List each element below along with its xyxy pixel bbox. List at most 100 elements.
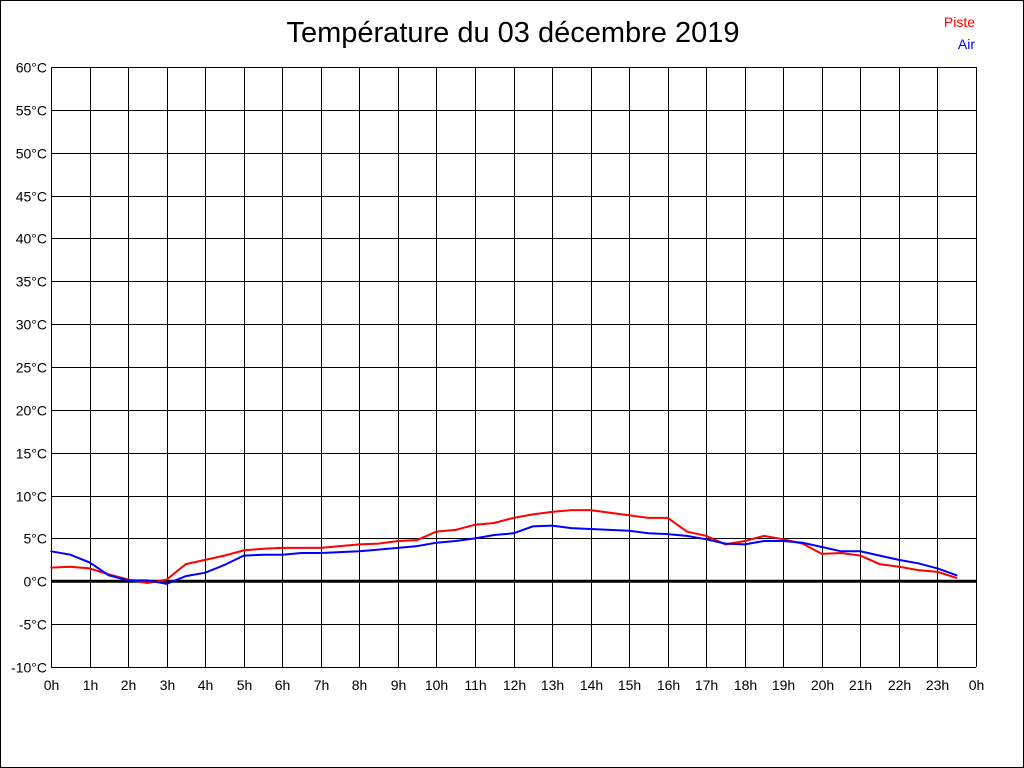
data-point-air — [69, 553, 72, 556]
data-point-air — [262, 553, 264, 556]
x-tick-label: 6h — [275, 677, 291, 693]
data-point-piste — [859, 554, 862, 557]
data-point-air — [782, 540, 785, 542]
data-point-air — [474, 537, 476, 540]
data-point-air — [686, 535, 688, 537]
data-point-piste — [69, 565, 72, 568]
y-tick-label: 10°C — [16, 489, 47, 505]
y-tick-label: -10°C — [11, 660, 47, 676]
data-point-air — [493, 534, 496, 536]
y-tick-label: 45°C — [16, 189, 47, 205]
data-point-air — [88, 561, 91, 564]
data-point-air — [108, 574, 110, 577]
data-point-piste — [358, 543, 361, 546]
data-point-air — [319, 552, 322, 554]
data-point-air — [454, 540, 457, 542]
data-point-piste — [281, 547, 284, 549]
data-point-air — [339, 551, 341, 553]
x-tick-label: 0h — [969, 677, 985, 693]
legend-air: Air — [957, 36, 975, 52]
data-point-air — [609, 529, 611, 531]
data-point-piste — [377, 542, 380, 545]
data-point-air — [840, 550, 842, 553]
data-point-air — [705, 538, 708, 541]
data-point-piste — [493, 522, 496, 524]
x-tick-label: 20h — [811, 677, 834, 693]
x-tick-label: 16h — [657, 677, 680, 693]
x-tick-label: 9h — [391, 677, 407, 693]
data-point-air — [936, 567, 939, 570]
y-tick-label: 35°C — [16, 274, 47, 290]
chart-title: Température du 03 décembre 2019 — [286, 17, 740, 49]
x-tick-label: 18h — [734, 677, 757, 693]
data-point-air — [185, 575, 187, 577]
x-tick-label: 7h — [314, 677, 330, 693]
y-tick-label: 60°C — [16, 60, 47, 76]
x-tick-label: 11h — [464, 677, 486, 693]
data-point-air — [647, 532, 650, 535]
data-point-air — [204, 571, 206, 574]
data-point-piste — [435, 530, 438, 533]
data-point-air — [666, 533, 669, 535]
data-point-piste — [955, 577, 958, 579]
data-point-piste — [917, 569, 919, 571]
x-tick-label: 13h — [541, 677, 564, 693]
data-point-piste — [840, 552, 842, 554]
data-point-piste — [782, 538, 785, 541]
data-point-piste — [666, 517, 669, 519]
x-tick-label: 21h — [849, 677, 872, 693]
data-point-air — [512, 532, 515, 535]
data-point-piste — [705, 535, 708, 537]
x-tick-label: 2h — [121, 677, 137, 693]
data-point-piste — [300, 547, 303, 549]
data-point-piste — [50, 566, 52, 569]
data-point-piste — [454, 529, 457, 531]
x-tick-label: 0h — [44, 677, 60, 693]
series-line-piste — [50, 509, 957, 585]
data-point-air — [358, 550, 361, 553]
data-point-air — [955, 574, 958, 577]
y-tick-label: 15°C — [16, 446, 47, 462]
x-tick-label: 5h — [237, 677, 253, 693]
data-point-piste — [551, 511, 553, 513]
y-tick-label: 55°C — [16, 103, 47, 119]
data-point-air — [763, 540, 765, 542]
data-point-air — [50, 550, 52, 553]
x-tick-label: 17h — [695, 677, 718, 693]
data-point-air — [859, 550, 862, 553]
y-tick-label: 5°C — [24, 531, 48, 547]
data-point-air — [416, 545, 418, 547]
data-point-piste — [878, 563, 881, 565]
x-tick-label: 19h — [772, 677, 795, 693]
data-point-air — [242, 554, 245, 557]
data-point-air — [917, 562, 919, 565]
y-tick-label: 25°C — [16, 360, 47, 376]
data-point-piste — [339, 545, 341, 547]
data-point-piste — [185, 563, 187, 565]
x-tick-label: 10h — [425, 677, 448, 693]
data-point-piste — [88, 567, 91, 570]
y-tick-label: 40°C — [16, 231, 47, 247]
data-point-air — [165, 583, 168, 585]
x-tick-label: 23h — [926, 677, 949, 693]
data-point-air — [127, 579, 129, 582]
y-tick-label: 20°C — [16, 403, 47, 419]
data-point-piste — [416, 539, 418, 541]
data-point-piste — [743, 540, 746, 542]
data-point-piste — [686, 530, 688, 533]
data-point-piste — [204, 559, 206, 561]
data-point-air — [878, 554, 881, 557]
x-tick-label: 15h — [618, 677, 641, 693]
data-point-air — [743, 543, 746, 546]
data-point-piste — [474, 523, 476, 526]
data-point-air — [397, 547, 399, 549]
data-point-air — [281, 553, 284, 556]
data-point-air — [821, 546, 823, 548]
data-point-piste — [165, 578, 168, 581]
data-point-piste — [146, 582, 149, 584]
x-tick-label: 1h — [83, 677, 99, 693]
data-point-piste — [763, 535, 765, 537]
y-tick-label: 0°C — [24, 574, 48, 590]
data-point-air — [898, 559, 900, 561]
